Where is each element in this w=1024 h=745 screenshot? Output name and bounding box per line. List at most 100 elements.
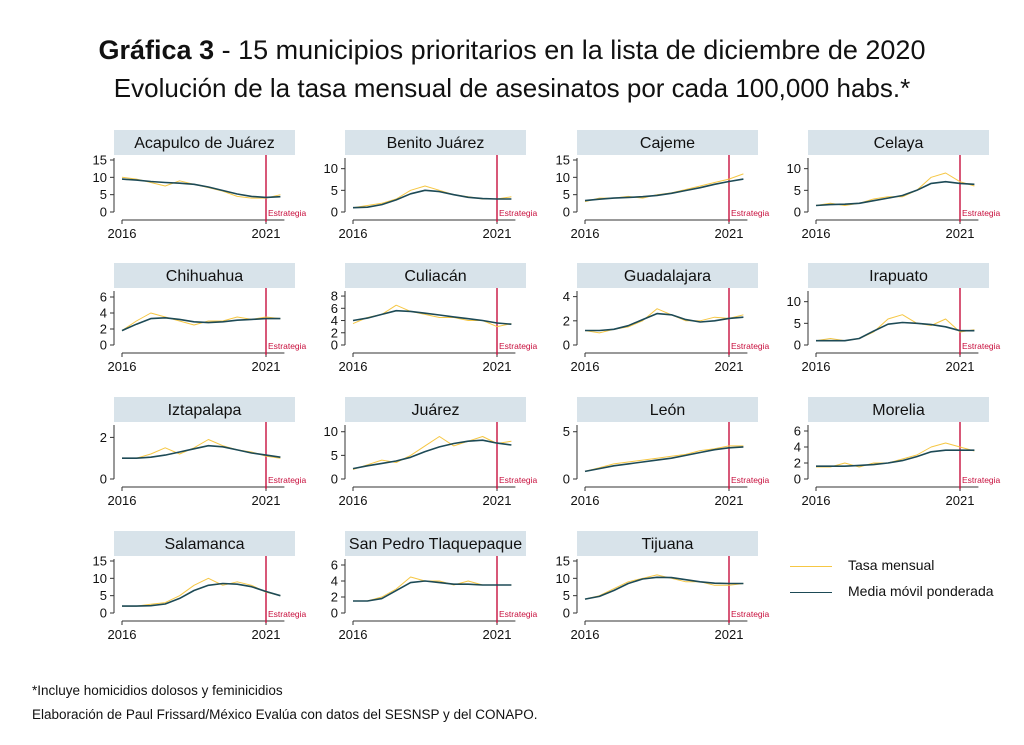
panel-title: Iztapalapa — [168, 402, 242, 419]
series-smooth — [353, 580, 512, 602]
panel-8: Irapuato 0 5 10 2016 2021 Estrategia — [787, 263, 1001, 374]
panel-title: Celaya — [874, 135, 924, 152]
panel-header — [808, 263, 989, 288]
x-tick-label: 2016 — [108, 493, 137, 508]
x-tick-label: 2021 — [715, 627, 744, 642]
panel-4: Celaya 0 5 10 2016 2021 Estrategia — [787, 130, 1001, 241]
series-smooth — [352, 439, 512, 470]
y-tick-label: 4 — [100, 306, 107, 321]
y-tick-label: 15 — [556, 554, 570, 569]
panel-header — [577, 263, 758, 288]
x-tick-label: 2016 — [802, 493, 831, 508]
chart-subtitle: Evolución de la tasa mensual de asesinat… — [113, 73, 911, 103]
x-tick-label: 2021 — [252, 627, 281, 642]
series-raw — [352, 436, 512, 470]
panel-header — [114, 130, 295, 155]
x-tick-label: 2021 — [946, 493, 975, 508]
series-raw — [352, 185, 512, 209]
y-tick-label: 6 — [331, 558, 338, 573]
footnotes: *Incluye homicidios dolosos y feminicidi… — [32, 679, 538, 727]
legend-swatch-raw — [790, 566, 832, 567]
series-raw — [816, 442, 975, 468]
series-raw — [584, 574, 744, 600]
strategy-label: Estrategia — [268, 475, 307, 485]
x-tick-label: 2016 — [571, 226, 600, 241]
x-tick-label: 2016 — [339, 627, 368, 642]
x-tick-label: 2021 — [715, 493, 744, 508]
panel-header — [345, 263, 526, 288]
y-tick-label: 15 — [556, 153, 570, 168]
y-tick-label: 0 — [563, 205, 570, 220]
x-tick-label: 2021 — [946, 226, 975, 241]
panel-header — [114, 397, 295, 422]
panel-11: León 0 5 2016 2021 Estrategia — [563, 397, 770, 508]
panel-title: Salamanca — [164, 536, 244, 553]
y-tick-label: 2 — [563, 313, 570, 328]
title-rest: - 15 municipios prioritarios en la lista… — [214, 35, 926, 65]
x-tick-label: 2021 — [483, 226, 512, 241]
y-tick-label: 10 — [787, 161, 801, 176]
y-tick-label: 4 — [331, 574, 338, 589]
strategy-label: Estrategia — [962, 208, 1001, 218]
y-tick-label: 6 — [331, 301, 338, 316]
y-tick-label: 0 — [331, 606, 338, 621]
panel-title: Chihuahua — [166, 268, 244, 285]
series-smooth — [121, 178, 281, 199]
legend-item-raw: Tasa mensual — [790, 556, 1020, 582]
series-smooth — [815, 180, 975, 207]
y-tick-label: 10 — [787, 294, 801, 309]
panel-header — [114, 531, 295, 556]
x-tick-label: 2016 — [571, 493, 600, 508]
y-tick-label: 10 — [556, 571, 570, 586]
x-tick-label: 2021 — [946, 359, 975, 374]
panel-10: Juárez 0 5 10 2016 2021 Estrategia — [324, 397, 538, 508]
legend: Tasa mensual Media móvil ponderada — [790, 556, 1020, 608]
y-tick-label: 10 — [93, 571, 107, 586]
x-tick-label: 2016 — [339, 226, 368, 241]
legend-label-smooth: Media móvil ponderada — [848, 583, 994, 599]
series-raw — [815, 172, 975, 206]
panel-15: Tijuana 0 5 10 15 2016 2021 Estrategia — [556, 531, 770, 642]
y-tick-label: 2 — [331, 325, 338, 340]
panel-title: Morelia — [872, 402, 925, 419]
y-tick-label: 5 — [100, 187, 107, 202]
series-raw — [122, 439, 281, 459]
y-tick-label: 0 — [100, 338, 107, 353]
y-tick-label: 2 — [100, 322, 107, 337]
x-tick-label: 2016 — [571, 359, 600, 374]
panel-2: Benito Juárez 0 5 10 2016 2021 Estrategia — [324, 130, 538, 241]
title-bold: Gráfica 3 — [98, 35, 215, 65]
panel-7: Guadalajara 0 2 4 2016 2021 Estrategia — [563, 263, 770, 374]
y-tick-label: 6 — [100, 290, 107, 305]
series-raw — [353, 576, 512, 602]
x-tick-label: 2021 — [715, 359, 744, 374]
y-tick-label: 5 — [563, 187, 570, 202]
x-tick-label: 2016 — [339, 359, 368, 374]
strategy-label: Estrategia — [731, 475, 770, 485]
x-tick-label: 2021 — [715, 226, 744, 241]
y-tick-label: 5 — [331, 183, 338, 198]
y-tick-label: 10 — [324, 161, 338, 176]
panel-header — [808, 130, 989, 155]
panel-title: San Pedro Tlaquepaque — [349, 536, 522, 553]
series-smooth — [352, 189, 512, 209]
y-tick-label: 4 — [331, 313, 338, 328]
series-smooth — [122, 582, 281, 607]
y-tick-label: 4 — [563, 289, 570, 304]
panel-header — [345, 130, 526, 155]
y-tick-label: 0 — [794, 205, 801, 220]
x-tick-label: 2021 — [483, 359, 512, 374]
series-smooth — [121, 316, 281, 332]
y-tick-label: 15 — [93, 153, 107, 168]
panel-header — [345, 397, 526, 422]
strategy-label: Estrategia — [268, 208, 307, 218]
x-tick-label: 2016 — [108, 226, 137, 241]
y-tick-label: 0 — [100, 472, 107, 487]
series-smooth — [584, 446, 744, 473]
y-tick-label: 0 — [331, 472, 338, 487]
strategy-label: Estrategia — [731, 341, 770, 351]
